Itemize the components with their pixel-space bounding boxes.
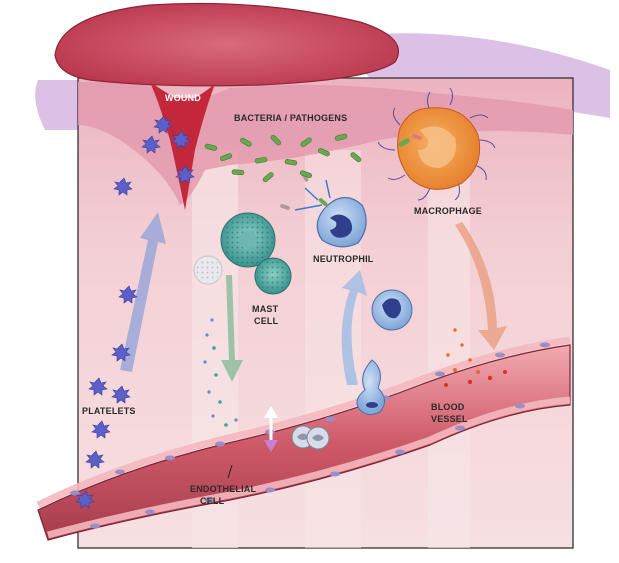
tissue-band bbox=[428, 150, 470, 548]
neutrophil-main bbox=[280, 172, 367, 248]
endothelial-label-1: ENDOTHELIAL bbox=[190, 484, 256, 494]
macrophage-arrow bbox=[455, 222, 507, 350]
macrophage-bacteria bbox=[398, 133, 422, 147]
bacteria-label: BACTERIA / PATHOGENS bbox=[234, 113, 347, 123]
neutrophil-extravasating bbox=[356, 359, 385, 416]
neutrophil-label: NEUTROPHIL bbox=[313, 254, 374, 264]
purple-layer-left bbox=[35, 80, 80, 130]
mast-cell-main bbox=[220, 212, 276, 268]
macrophage bbox=[377, 87, 496, 201]
mast-cell-degranulating bbox=[193, 255, 223, 285]
endothelial-nuclei bbox=[70, 342, 550, 529]
wound-label: WOUND bbox=[165, 93, 201, 103]
platelets bbox=[75, 115, 195, 509]
macrophage-label: MACROPHAGE bbox=[414, 206, 482, 216]
macrophage-filopodia bbox=[377, 87, 496, 201]
phagocytosis-arrows bbox=[294, 179, 331, 211]
migration-arrow bbox=[264, 406, 278, 452]
mast-cell-second bbox=[254, 257, 292, 295]
endothelial-label-2: CELL bbox=[200, 496, 225, 506]
mast-cell-label-2: CELL bbox=[254, 316, 279, 326]
blood-vessel-label-2: VESSEL bbox=[431, 414, 468, 424]
mast-arrow bbox=[221, 275, 243, 382]
cytokine-dots bbox=[444, 328, 507, 387]
neutrophil-arrow bbox=[341, 270, 367, 385]
scab bbox=[54, 2, 400, 87]
endothelial-leader bbox=[227, 464, 233, 479]
mast-granules bbox=[203, 318, 238, 427]
vessel-leukocytes bbox=[291, 425, 330, 450]
vessel-wall-bottom bbox=[47, 396, 571, 539]
blood-vessel-label-1: BLOOD bbox=[431, 402, 465, 412]
migrating-neutrophil bbox=[371, 289, 413, 331]
platelets-label: PLATELETS bbox=[82, 406, 136, 416]
bacteria-cluster bbox=[204, 133, 362, 183]
mast-cell-label-1: MAST bbox=[252, 304, 279, 314]
platelet-arrow bbox=[120, 212, 166, 372]
vessel-wall-top bbox=[36, 336, 571, 509]
